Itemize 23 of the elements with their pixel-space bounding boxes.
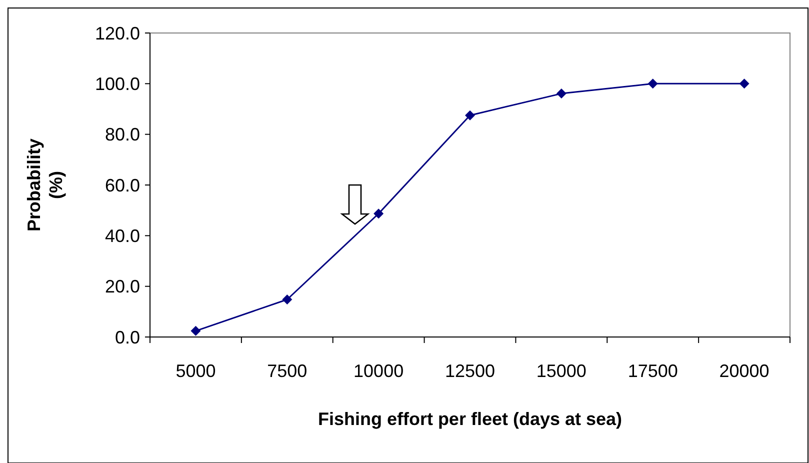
y-tick-label: 0.0 — [114, 327, 140, 348]
x-axis-title: Fishing effort per fleet (days at sea) — [318, 409, 622, 429]
y-tick-label: 60.0 — [104, 175, 140, 196]
y-tick-label: 120.0 — [94, 23, 140, 44]
x-tick-label: 20000 — [719, 361, 770, 381]
x-tick-label: 5000 — [176, 361, 216, 381]
point — [648, 78, 658, 89]
point — [190, 326, 201, 336]
y-tick-label: 20.0 — [104, 276, 140, 297]
point — [282, 294, 292, 305]
x-tick-label: 12500 — [444, 361, 496, 381]
x-tick-label: 7500 — [267, 361, 308, 381]
x-tick-label: 10000 — [354, 361, 404, 381]
point — [739, 78, 750, 89]
y-tick-label: 40.0 — [104, 226, 140, 246]
point — [374, 208, 384, 219]
x-tick-label: 17500 — [628, 361, 678, 381]
point — [556, 88, 566, 99]
point — [465, 110, 475, 120]
x-tick-label: 15000 — [536, 361, 586, 381]
y-axis-title: Probability (%) — [24, 138, 66, 232]
y-tick-label: 80.0 — [104, 124, 140, 145]
y-tick-label: 100.0 — [94, 74, 140, 94]
